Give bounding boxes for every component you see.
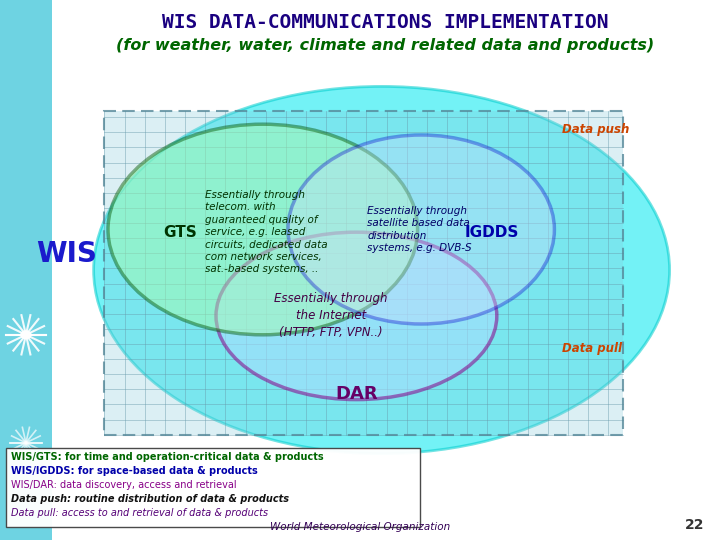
- Text: Data pull: access to and retrieval of data & products: Data pull: access to and retrieval of da…: [11, 508, 268, 518]
- Text: WIS: WIS: [36, 240, 96, 268]
- Ellipse shape: [94, 86, 670, 454]
- Bar: [104, 111, 623, 435]
- Text: Data push: Data push: [562, 123, 629, 136]
- Bar: [104, 111, 623, 435]
- Circle shape: [21, 331, 31, 339]
- Text: Essentially through
the Internet
(HTTP, FTP, VPN..): Essentially through the Internet (HTTP, …: [274, 292, 388, 340]
- Text: GTS: GTS: [163, 225, 197, 240]
- Text: World Meteorological Organization: World Meteorological Organization: [270, 522, 450, 532]
- Text: WIS DATA-COMMUNICATIONS IMPLEMENTATION: WIS DATA-COMMUNICATIONS IMPLEMENTATION: [162, 14, 608, 32]
- Text: Essentially through
satellite based data
distribution
systems, e.g. DVB-S: Essentially through satellite based data…: [367, 206, 472, 253]
- Bar: [0, 0, 52, 540]
- Text: WIS/GTS: for time and operation-critical data & products: WIS/GTS: for time and operation-critical…: [11, 452, 323, 462]
- Text: (for weather, water, climate and related data and products): (for weather, water, climate and related…: [116, 38, 654, 53]
- Text: Essentially through
telecom. with
guaranteed quality of
service, e.g. leased
cir: Essentially through telecom. with guaran…: [205, 190, 328, 274]
- Ellipse shape: [216, 232, 497, 400]
- Text: WIS/IGDDS: for space-based data & products: WIS/IGDDS: for space-based data & produc…: [11, 466, 258, 476]
- Text: WIS/DAR: data discovery, access and retrieval: WIS/DAR: data discovery, access and retr…: [11, 480, 236, 490]
- Text: Data pull: Data pull: [562, 342, 621, 355]
- Ellipse shape: [288, 135, 554, 324]
- Text: Data push: routine distribution of data & products: Data push: routine distribution of data …: [11, 494, 289, 504]
- Ellipse shape: [108, 124, 418, 335]
- Text: IGDDS: IGDDS: [464, 225, 519, 240]
- Bar: [6, 448, 420, 526]
- Text: DAR: DAR: [335, 385, 378, 403]
- Text: 22: 22: [685, 518, 704, 532]
